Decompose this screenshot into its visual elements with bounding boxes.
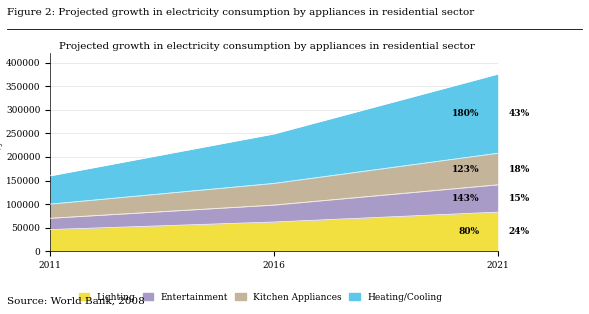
Text: 80%: 80% <box>459 227 480 236</box>
Text: 43%: 43% <box>509 109 530 118</box>
Text: 18%: 18% <box>509 165 530 174</box>
Legend: Lighting, Entertainment, Kitchen Appliances, Heating/Cooling: Lighting, Entertainment, Kitchen Applian… <box>75 289 446 306</box>
Text: Projected growth in electricity consumption by appliances in residential sector: Projected growth in electricity consumpt… <box>59 42 475 51</box>
Text: Source: World Bank, 2008: Source: World Bank, 2008 <box>7 297 145 306</box>
Text: 143%: 143% <box>452 194 480 203</box>
Text: 180%: 180% <box>452 109 480 118</box>
Text: 15%: 15% <box>509 194 530 203</box>
Text: 24%: 24% <box>509 227 530 236</box>
Text: Figure 2: Projected growth in electricity consumption by appliances in residenti: Figure 2: Projected growth in electricit… <box>7 8 474 17</box>
Text: 123%: 123% <box>452 165 480 174</box>
Y-axis label: GWh/yr: GWh/yr <box>0 135 3 170</box>
